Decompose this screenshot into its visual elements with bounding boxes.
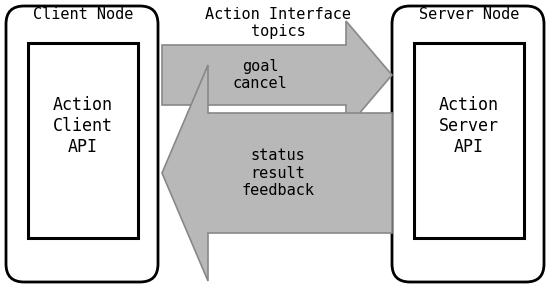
Bar	[28, 43, 138, 238]
Polygon shape	[162, 65, 392, 281]
Text: Action Interface
topics: Action Interface topics	[205, 7, 351, 39]
FancyBboxPatch shape	[6, 6, 158, 282]
Text: Action
Client
API: Action Client API	[53, 96, 113, 156]
FancyBboxPatch shape	[392, 6, 544, 282]
Text: Client Node: Client Node	[33, 7, 133, 22]
Polygon shape	[162, 21, 392, 129]
Text: Server Node: Server Node	[419, 7, 519, 22]
Text: Action
Server
API: Action Server API	[439, 96, 499, 156]
Text: goal
cancel: goal cancel	[232, 59, 287, 91]
Bar	[414, 43, 524, 238]
Text: status
result
feedback: status result feedback	[241, 148, 315, 198]
